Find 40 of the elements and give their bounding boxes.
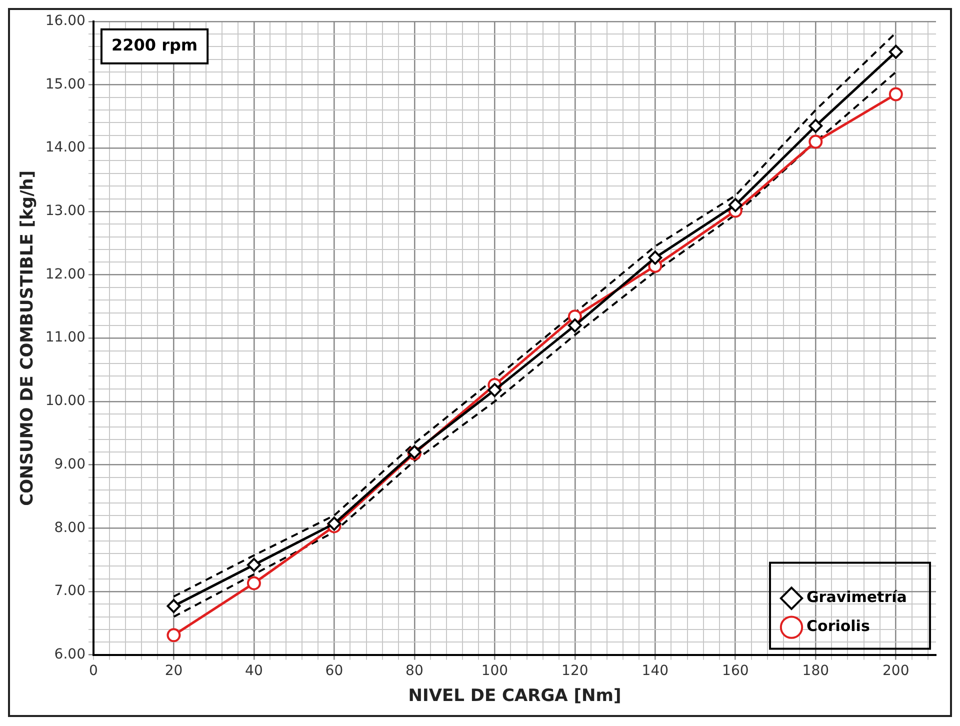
y-tick-label: 9.00 [54, 456, 86, 472]
y-tick-label: 16.00 [45, 13, 86, 30]
y-tick-label: 15.00 [45, 76, 86, 92]
x-tick-label: 20 [164, 662, 183, 679]
x-tick-label: 140 [642, 662, 669, 679]
point [327, 516, 342, 531]
annotation: 2200 rpm [111, 36, 198, 55]
y-tick-label: 12.00 [45, 266, 86, 282]
y-tick-label: 8.00 [54, 520, 86, 536]
x-tick-label: 180 [802, 662, 830, 679]
point [808, 118, 823, 133]
legend-label: Gravimetría [806, 588, 907, 606]
x-tick-label: 120 [562, 662, 588, 679]
point [246, 576, 261, 590]
point [648, 250, 662, 265]
x-tick-label: 0 [89, 662, 98, 679]
x-tick-label: 100 [481, 662, 508, 679]
point [166, 599, 181, 614]
y-tick-label: 13.00 [45, 203, 86, 220]
y-tick-label: 14.00 [45, 140, 86, 156]
point [888, 87, 903, 102]
point [568, 318, 582, 332]
y-tick-label: 6.00 [54, 646, 86, 662]
x-axis-title: NIVEL DE CARGA [Nm] [408, 686, 622, 706]
point [488, 383, 502, 398]
y-tick-label: 7.00 [54, 583, 86, 600]
legend-label: Coriolis [806, 617, 870, 636]
point [166, 628, 181, 642]
point [728, 198, 742, 212]
y-tick-label: 10.00 [45, 393, 86, 410]
y-axis-title: CONSUMO DE COMBUSTIBLE [kg/h] [18, 170, 38, 506]
x-tick-label: 80 [406, 662, 424, 679]
x-tick-label: 160 [722, 662, 749, 679]
x-tick-label: 40 [245, 662, 263, 679]
point [246, 558, 261, 572]
point [808, 134, 823, 149]
x-tick-label: 60 [325, 662, 344, 679]
point [888, 44, 903, 59]
y-tick-label: 11.00 [45, 330, 86, 346]
x-tick-label: 200 [882, 662, 910, 679]
